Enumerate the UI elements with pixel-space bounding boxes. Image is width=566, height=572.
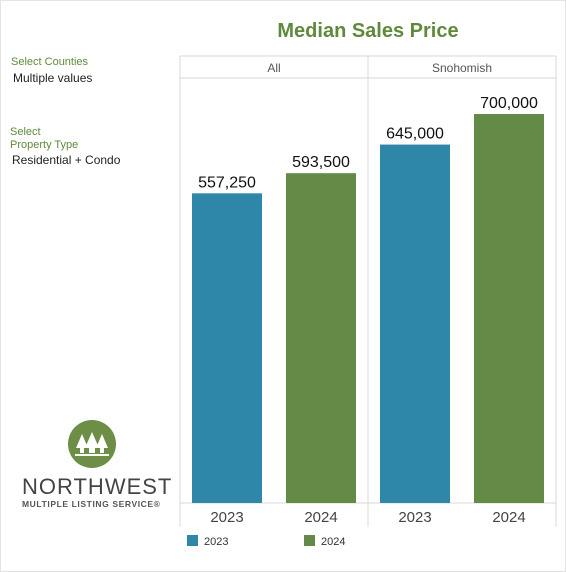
legend-label-2024: 2024: [321, 536, 346, 548]
bar-snohomish-2023: [380, 144, 450, 504]
tree-icon: [68, 420, 116, 468]
panel-header-snohomish: Snohomish: [432, 61, 492, 75]
bar-all-2023: [192, 193, 262, 503]
counties-filter-dropdown[interactable]: Multiple values: [13, 71, 93, 85]
data-label-all-2023: 557,250: [198, 174, 256, 191]
nwmls-logo: NORTHWEST MULTIPLE LISTING SERVICE®: [18, 420, 171, 510]
counties-filter-label-line: Select Counties: [11, 56, 89, 68]
chart-title: Median Sales Price: [277, 20, 459, 42]
bar-all-2024: [286, 173, 356, 503]
counties-filter-label: Select Counties: [11, 56, 88, 69]
legend-swatch-2024: [304, 535, 315, 546]
legend-item-2023[interactable]: 2023: [187, 535, 228, 548]
x-tick-label-snohomish-2023: 2023: [398, 509, 431, 526]
data-label-snohomish-2023: 645,000: [386, 126, 444, 143]
property-type-filter-label: Select Property Type: [10, 126, 78, 152]
legend-swatch-2023: [187, 535, 198, 546]
bar-snohomish-2024: [474, 114, 544, 503]
x-tick-label-all-2023: 2023: [210, 509, 243, 526]
data-label-all-2024: 593,500: [292, 154, 350, 171]
property-type-filter-label-line-2: Property Type: [10, 139, 79, 151]
logo-name: NORTHWEST: [22, 474, 173, 499]
legend-label-2023: 2023: [204, 536, 229, 548]
data-label-snohomish-2024: 700,000: [480, 95, 538, 112]
x-tick-label-all-2024: 2024: [304, 509, 337, 526]
panel-header-all: All: [267, 61, 280, 75]
x-tick-label-snohomish-2024: 2024: [492, 509, 525, 526]
property-type-filter-dropdown[interactable]: Residential + Condo: [12, 153, 121, 167]
property-type-filter-label-line-1: Select: [10, 126, 41, 138]
legend-item-2024[interactable]: 2024: [304, 535, 345, 548]
logo-subtitle: MULTIPLE LISTING SERVICE®: [22, 499, 161, 509]
